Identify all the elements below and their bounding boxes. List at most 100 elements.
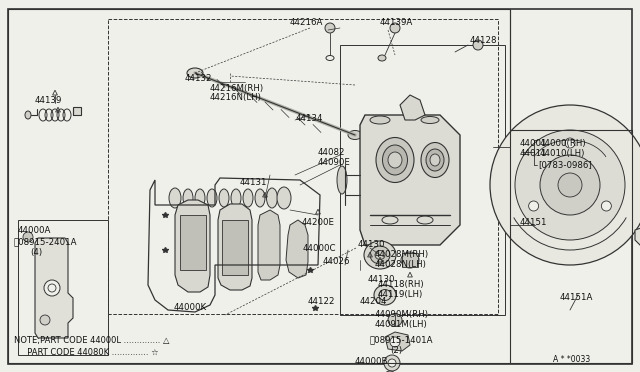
Text: 44128: 44128 (470, 35, 497, 45)
Bar (222, 220, 248, 275)
Circle shape (384, 371, 396, 372)
Text: 44200E: 44200E (302, 218, 335, 227)
Ellipse shape (255, 189, 265, 207)
Polygon shape (400, 95, 425, 120)
Text: (2): (2) (390, 346, 402, 355)
Text: 44130: 44130 (368, 276, 396, 285)
Text: Ⓦ08915-1401A: Ⓦ08915-1401A (370, 336, 433, 344)
Polygon shape (286, 220, 308, 278)
Text: 44216N(LH): 44216N(LH) (210, 93, 262, 102)
Circle shape (390, 23, 400, 33)
Ellipse shape (266, 188, 278, 208)
Text: 44090E: 44090E (318, 157, 351, 167)
Ellipse shape (25, 111, 31, 119)
Text: 44216M(RH): 44216M(RH) (210, 83, 264, 93)
Text: 44151A: 44151A (560, 294, 593, 302)
Ellipse shape (374, 285, 396, 305)
Text: 44122: 44122 (308, 298, 335, 307)
Text: 44001: 44001 (520, 138, 547, 148)
Ellipse shape (207, 189, 217, 207)
Ellipse shape (231, 189, 241, 207)
Polygon shape (258, 210, 280, 280)
Ellipse shape (183, 189, 193, 207)
Text: 44090M(RH): 44090M(RH) (375, 311, 429, 320)
Polygon shape (35, 238, 73, 338)
Circle shape (40, 315, 50, 325)
Circle shape (390, 337, 400, 347)
Text: 44000C: 44000C (303, 244, 337, 253)
Polygon shape (360, 115, 460, 245)
Bar (18, 220, 108, 355)
Ellipse shape (169, 188, 181, 208)
Ellipse shape (421, 142, 449, 177)
Text: 44028N(LH): 44028N(LH) (375, 260, 427, 269)
Polygon shape (218, 204, 252, 290)
Text: 44119(LH): 44119(LH) (378, 291, 423, 299)
Bar (340, 45, 505, 315)
Text: A * *0033: A * *0033 (553, 356, 590, 365)
Ellipse shape (383, 145, 408, 175)
Ellipse shape (426, 149, 444, 171)
Text: 44204: 44204 (360, 298, 387, 307)
Ellipse shape (195, 189, 205, 207)
Text: 44139A: 44139A (380, 17, 413, 26)
Polygon shape (385, 332, 410, 351)
Circle shape (602, 201, 611, 211)
Bar (73, 107, 81, 115)
Ellipse shape (364, 241, 396, 269)
Text: [0783-0986]: [0783-0986] (538, 160, 592, 170)
Circle shape (529, 201, 539, 211)
Text: 44216A: 44216A (290, 17, 323, 26)
Circle shape (565, 138, 575, 148)
Text: 44028M(RH): 44028M(RH) (375, 250, 429, 260)
Circle shape (384, 355, 400, 371)
Text: 44026: 44026 (323, 257, 351, 266)
Ellipse shape (421, 116, 439, 124)
Text: 44091M(LH): 44091M(LH) (375, 321, 428, 330)
Text: (4): (4) (30, 247, 42, 257)
Text: 44000K: 44000K (174, 304, 207, 312)
Circle shape (44, 280, 60, 296)
Ellipse shape (337, 166, 347, 194)
Text: 44118(RH): 44118(RH) (378, 280, 424, 289)
Polygon shape (635, 225, 640, 280)
Ellipse shape (430, 154, 440, 166)
Text: NOTE;PART CODE 44000L .............. △: NOTE;PART CODE 44000L .............. △ (14, 336, 170, 344)
Circle shape (388, 359, 396, 367)
Ellipse shape (376, 138, 414, 183)
Text: Ⓦ08915-2401A: Ⓦ08915-2401A (14, 237, 77, 247)
Bar (180, 215, 206, 270)
Text: 44000B: 44000B (355, 357, 388, 366)
Text: 44010(LH): 44010(LH) (540, 148, 586, 157)
Circle shape (325, 23, 335, 33)
Ellipse shape (187, 68, 203, 78)
Text: 44139: 44139 (35, 96, 62, 105)
Circle shape (540, 155, 600, 215)
Ellipse shape (243, 189, 253, 207)
Ellipse shape (348, 131, 362, 140)
Bar (108, 19, 498, 314)
Text: 44130: 44130 (358, 240, 385, 248)
Ellipse shape (219, 189, 229, 207)
Text: 44000A: 44000A (18, 225, 51, 234)
Circle shape (490, 105, 640, 265)
Text: 44132: 44132 (185, 74, 212, 83)
Ellipse shape (370, 246, 390, 264)
Ellipse shape (388, 152, 402, 168)
Ellipse shape (378, 55, 386, 61)
Text: 44151: 44151 (520, 218, 547, 227)
Text: 44082: 44082 (318, 148, 346, 157)
Circle shape (23, 232, 33, 242)
Circle shape (558, 173, 582, 197)
Ellipse shape (401, 252, 419, 268)
Text: 44134: 44134 (296, 113, 323, 122)
Text: 44000(RH): 44000(RH) (540, 138, 587, 148)
Bar (402, 253, 418, 267)
Polygon shape (175, 200, 210, 292)
Circle shape (515, 130, 625, 240)
Ellipse shape (388, 314, 402, 327)
Ellipse shape (370, 116, 390, 124)
Text: 44131: 44131 (240, 177, 268, 186)
Ellipse shape (277, 187, 291, 209)
Text: PART CODE 44080K .............. ☆: PART CODE 44080K .............. ☆ (14, 347, 159, 356)
